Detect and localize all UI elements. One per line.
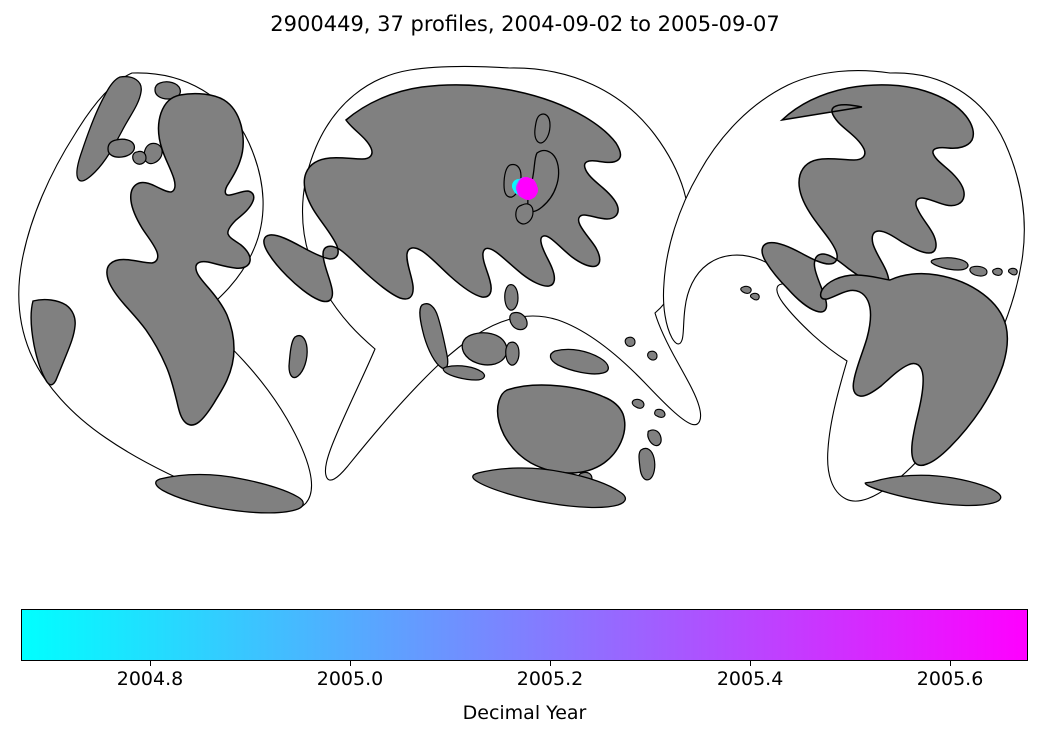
world-map-svg[interactable] <box>10 55 1040 525</box>
coast-new-zealand <box>638 447 656 481</box>
tickmark <box>950 661 952 666</box>
tickmark <box>549 661 552 666</box>
coast-eurasia <box>263 84 622 303</box>
coast-sulawesi <box>505 341 520 366</box>
coast-madagascar <box>288 334 308 379</box>
coast-java <box>442 365 486 381</box>
map-axes[interactable] <box>10 55 1040 525</box>
tickmark <box>349 661 352 666</box>
coast-british-isles <box>143 142 163 165</box>
coast-lesser-antilles <box>992 267 1018 276</box>
coast-antarctica-right <box>864 474 1002 507</box>
coast-europe-africa <box>106 92 255 426</box>
coast-antarctica-left <box>155 473 304 514</box>
coast-australia <box>496 384 626 474</box>
tickmark <box>149 661 152 666</box>
colorbar[interactable] <box>21 609 1028 661</box>
coast-hawaii <box>740 285 760 301</box>
colorbar-ticklabel: 2005.2 <box>516 668 584 690</box>
coast-new-guinea <box>549 348 609 375</box>
coast-pacific-islands <box>624 336 666 418</box>
map-lobe-right <box>662 70 1025 507</box>
coast-iceland <box>107 138 136 158</box>
coast-philippines <box>504 284 519 311</box>
coast-sakhalin <box>534 113 551 144</box>
tickmark <box>750 661 752 666</box>
coast-cuba <box>930 257 969 271</box>
coast-svalbard <box>154 81 182 100</box>
coast-sumatra <box>419 303 449 370</box>
coast-antarctica-center <box>472 467 627 509</box>
coast-greenland <box>76 75 142 182</box>
page-title: 2900449, 37 profiles, 2004-09-02 to 2005… <box>270 12 780 36</box>
profile-point[interactable] <box>522 180 536 194</box>
colorbar-ticklabel: 2005.0 <box>316 668 384 690</box>
coast-borneo <box>461 332 508 366</box>
colorbar-axis-label: Decimal Year <box>462 702 587 724</box>
coast-south-america <box>819 272 1009 467</box>
coast-japan-kyushu <box>515 203 534 225</box>
map-lobe-left <box>18 72 313 514</box>
colorbar-ticklabel: 2005.4 <box>716 668 784 690</box>
coast-new-zealand-north <box>647 429 662 447</box>
colorbar-tick-row: 2004.8 2005.0 2005.2 2005.4 2005.6 <box>21 661 1028 701</box>
coast-philippines-south <box>509 311 528 331</box>
coast-hispaniola <box>969 265 988 277</box>
coast-south-america-sliver <box>30 298 76 386</box>
profile-points-group[interactable] <box>512 177 538 200</box>
coast-ireland <box>132 150 147 165</box>
colorbar-gradient[interactable] <box>21 609 1028 661</box>
map-lobe-center <box>263 65 702 509</box>
colorbar-ticklabel: 2005.6 <box>916 668 984 690</box>
colorbar-ticklabel: 2004.8 <box>116 668 184 690</box>
